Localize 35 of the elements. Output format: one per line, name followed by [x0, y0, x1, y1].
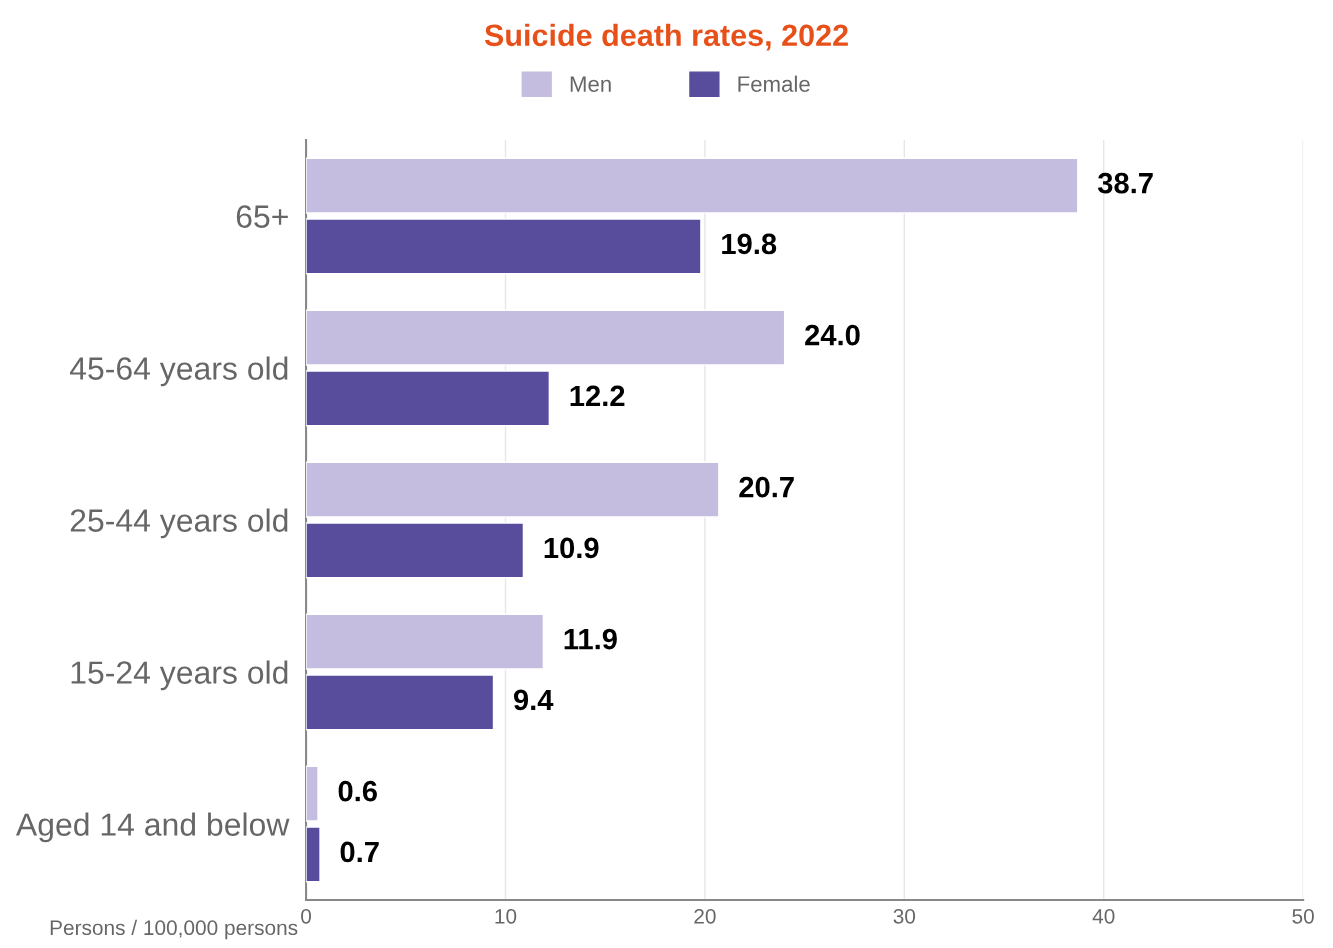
x-tick-label: 40 [1092, 908, 1115, 924]
text: 38.7 [1097, 172, 1153, 194]
legend-label: Men [570, 76, 611, 92]
bar [306, 218, 702, 275]
x-tick-label: 0 [301, 908, 312, 924]
text: 19.8 [722, 233, 777, 255]
x-tick-label: 50 [1292, 908, 1314, 924]
text: 20.7 [739, 476, 794, 498]
x-tick-label: 10 [495, 908, 517, 924]
text: 24.0 [805, 324, 860, 346]
text: 9.4 [513, 689, 554, 711]
x-tick-label: 20 [694, 908, 716, 924]
bar [306, 522, 525, 579]
bar [306, 613, 545, 670]
chart-title: Suicide death rates, 2022 [484, 23, 848, 51]
bar [306, 765, 319, 822]
legend-label: Female [738, 75, 810, 92]
y-tick-label: 15-24 years old [71, 660, 288, 691]
text: 10.9 [544, 537, 599, 559]
y-tick-label: 25-44 years old [70, 508, 288, 539]
text: 0.7 [340, 841, 379, 863]
x-tick-label: 30 [893, 908, 916, 924]
bar [306, 309, 786, 366]
bar [306, 826, 321, 883]
y-tick-label: 45-64 years old [69, 356, 288, 387]
text: 11.9 [564, 628, 617, 650]
text: 12.2 [570, 385, 625, 406]
y-tick-label: Aged 14 and below [15, 812, 290, 843]
y-tick-label: 65+ [236, 205, 288, 228]
bar [306, 674, 495, 731]
bar [306, 461, 720, 518]
text: 0.6 [338, 780, 377, 802]
bar [306, 370, 551, 427]
bar [306, 157, 1079, 214]
x-axis-title: Persons / 100,000 persons [50, 919, 298, 940]
